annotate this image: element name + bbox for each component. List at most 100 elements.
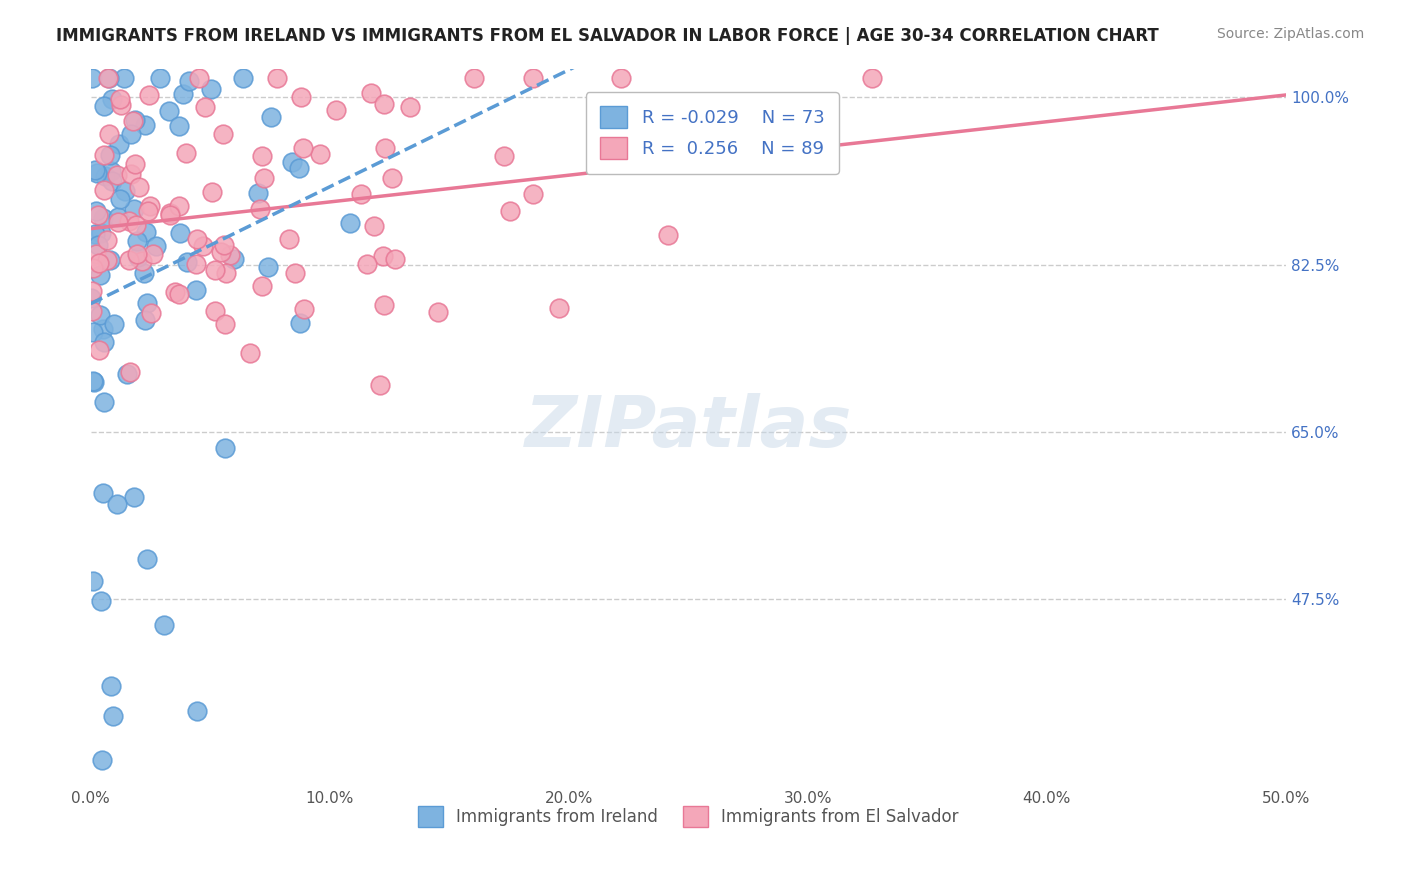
- Point: [84, 247, 107, 261]
- Point: [93, 334, 115, 349]
- Point: [110, 98, 132, 112]
- Point: [84, 204, 107, 219]
- Point: [134, 313, 156, 327]
- Point: [138, 203, 160, 218]
- Point: [90, 594, 112, 608]
- Point: [91, 211, 114, 226]
- Point: [167, 287, 190, 301]
- Point: [83, 376, 105, 390]
- Point: [153, 618, 176, 632]
- Point: [89, 308, 111, 322]
- Text: Source: ZipAtlas.com: Source: ZipAtlas.com: [1216, 27, 1364, 41]
- Point: [82, 326, 104, 340]
- Point: [290, 90, 312, 104]
- Point: [112, 71, 135, 86]
- Point: [131, 253, 153, 268]
- Point: [522, 187, 544, 202]
- Point: [398, 100, 420, 114]
- Point: [87, 256, 110, 270]
- Point: [80, 285, 103, 299]
- Point: [186, 704, 208, 718]
- Point: [191, 238, 214, 252]
- Point: [124, 113, 146, 128]
- Point: [98, 252, 121, 267]
- Point: [186, 232, 208, 246]
- Point: [108, 192, 131, 206]
- Point: [128, 179, 150, 194]
- Point: [188, 71, 211, 86]
- Point: [101, 709, 124, 723]
- Point: [277, 231, 299, 245]
- Point: [134, 118, 156, 132]
- Text: ZIPatlas: ZIPatlas: [524, 392, 852, 462]
- Point: [105, 497, 128, 511]
- Point: [363, 219, 385, 234]
- Point: [463, 71, 485, 86]
- Point: [87, 238, 110, 252]
- Point: [548, 301, 571, 315]
- Point: [121, 127, 143, 141]
- Point: [232, 71, 254, 86]
- Point: [80, 304, 103, 318]
- Point: [90, 753, 112, 767]
- Point: [250, 279, 273, 293]
- Point: [86, 166, 108, 180]
- Point: [257, 260, 280, 275]
- Point: [860, 71, 883, 86]
- Point: [325, 103, 347, 117]
- Point: [288, 316, 311, 330]
- Point: [122, 202, 145, 216]
- Point: [134, 266, 156, 280]
- Point: [214, 441, 236, 455]
- Point: [82, 261, 104, 276]
- Point: [84, 163, 107, 178]
- Point: [114, 184, 136, 198]
- Point: [159, 206, 181, 220]
- Point: [291, 141, 314, 155]
- Point: [93, 99, 115, 113]
- Point: [89, 268, 111, 283]
- Point: [200, 82, 222, 96]
- Point: [91, 486, 114, 500]
- Point: [83, 227, 105, 241]
- Point: [157, 103, 180, 118]
- Point: [93, 148, 115, 162]
- Point: [494, 149, 516, 163]
- Point: [169, 226, 191, 240]
- Point: [87, 208, 110, 222]
- Point: [103, 317, 125, 331]
- Point: [169, 198, 191, 212]
- Point: [284, 266, 307, 280]
- Point: [176, 255, 198, 269]
- Point: [212, 238, 235, 252]
- Point: [105, 168, 128, 182]
- Point: [281, 155, 304, 169]
- Point: [384, 252, 406, 266]
- Point: [101, 91, 124, 105]
- Point: [194, 100, 217, 114]
- Point: [97, 71, 120, 86]
- Point: [98, 148, 121, 162]
- Point: [212, 128, 235, 142]
- Point: [135, 225, 157, 239]
- Point: [239, 346, 262, 360]
- Point: [145, 239, 167, 253]
- Point: [356, 257, 378, 271]
- Point: [118, 253, 141, 268]
- Point: [253, 171, 276, 186]
- Point: [107, 215, 129, 229]
- Point: [135, 295, 157, 310]
- Point: [107, 136, 129, 151]
- Point: [215, 266, 238, 280]
- Point: [82, 574, 104, 589]
- Point: [288, 161, 311, 175]
- Point: [120, 167, 142, 181]
- Point: [360, 86, 382, 100]
- Point: [101, 174, 124, 188]
- Point: [124, 156, 146, 170]
- Point: [120, 365, 142, 379]
- Point: [374, 141, 396, 155]
- Point: [98, 128, 121, 142]
- Point: [184, 283, 207, 297]
- Point: [266, 71, 288, 86]
